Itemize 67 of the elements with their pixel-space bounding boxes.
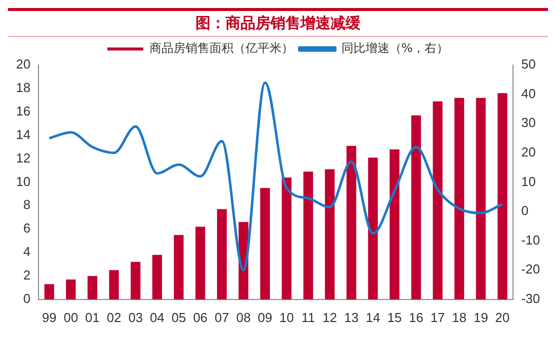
y2-tick-label: -30	[521, 290, 540, 306]
bar	[66, 279, 76, 300]
x-tick-label: 03	[128, 310, 143, 325]
bar	[498, 93, 508, 300]
bar	[217, 209, 227, 300]
x-tick-label: 11	[301, 310, 315, 325]
y-tick-label: 12	[16, 150, 30, 166]
bar	[109, 270, 119, 300]
x-tick-label: 10	[279, 310, 294, 325]
line-series	[48, 81, 504, 272]
bar	[324, 169, 335, 300]
x-tick-label: 19	[474, 310, 488, 325]
bar	[88, 276, 98, 300]
x-tick-label: 15	[387, 310, 402, 325]
bar	[195, 226, 206, 300]
x-tick-label: 04	[150, 310, 164, 325]
y-tick-label: 10	[16, 174, 30, 189]
bar	[174, 234, 184, 300]
x-tick-label: 18	[452, 310, 466, 325]
y-tick-label: 18	[16, 80, 30, 96]
y-tick-label: 8	[23, 197, 30, 212]
x-tick-label: 05	[171, 310, 186, 325]
x-tick-label: 17	[430, 310, 445, 325]
bar	[130, 262, 140, 300]
bar	[411, 115, 421, 300]
y-tick-label: 16	[16, 103, 30, 118]
x-tick-label: 12	[322, 310, 338, 325]
bar	[282, 178, 292, 300]
x-tick-label: 99	[42, 310, 56, 325]
y2-tick-label: 10	[521, 174, 536, 189]
bar	[368, 158, 378, 300]
y2-tick-label: 40	[521, 86, 536, 101]
x-tick-label: 16	[408, 310, 424, 325]
x-tick-label: 07	[214, 310, 230, 325]
y-tick-label: 2	[23, 268, 30, 283]
y2-tick-label: 0	[521, 203, 528, 218]
x-tick-label: 13	[344, 310, 359, 325]
x-tick-label: 06	[193, 310, 208, 325]
y2-tick-label: 50	[521, 56, 536, 72]
bar	[152, 254, 162, 300]
bar	[303, 172, 314, 300]
y-tick-label: 14	[16, 126, 30, 142]
x-tick-label: 08	[236, 310, 251, 325]
x-tick-label: 02	[106, 310, 122, 325]
bar	[390, 149, 400, 300]
bar	[432, 101, 443, 300]
y-tick-label: 6	[23, 220, 30, 236]
y2-tick-label: -20	[521, 262, 540, 277]
x-tick-label: 20	[495, 310, 510, 325]
bar	[260, 188, 270, 300]
y-tick-label: 20	[16, 56, 30, 72]
y2-tick-label: 20	[521, 144, 536, 160]
x-tick-label: 00	[64, 310, 78, 325]
y-tick-label: 4	[23, 244, 30, 260]
bar	[454, 98, 464, 300]
x-tick-label: 14	[366, 310, 380, 325]
y2-tick-label: -10	[521, 232, 540, 248]
bar	[346, 146, 356, 300]
legend-label: 同比增速（%，右）	[341, 41, 449, 56]
x-tick-label: 09	[258, 310, 272, 325]
bar	[44, 284, 54, 300]
legend-label: 商品房销售面积（亿平米）	[149, 41, 294, 56]
bar	[476, 98, 486, 300]
y2-tick-label: 30	[521, 115, 536, 130]
y-tick-label: 0	[23, 290, 30, 306]
x-tick-label: 01	[85, 310, 100, 325]
chart-title: 图：商品房销售增速减缓	[8, 8, 548, 37]
